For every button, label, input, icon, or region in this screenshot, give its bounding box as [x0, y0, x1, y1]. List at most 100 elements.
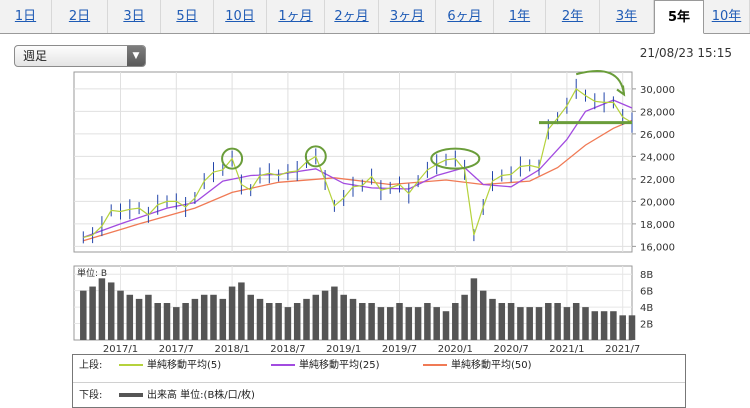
legend-volume: 出来高 単位:(B株/口/枚) — [119, 388, 255, 404]
peak-circle-2 — [430, 147, 481, 170]
legend-ma50-label: 単純移動平均(50) — [451, 360, 532, 371]
tab-5[interactable]: 1ヶ月 — [267, 0, 325, 33]
volume-bar-57 — [610, 311, 617, 340]
volume-bar-29 — [349, 298, 357, 340]
tab-11[interactable]: 3年 — [600, 0, 654, 33]
volume-bar-15 — [219, 298, 227, 340]
volume-bar-46 — [507, 303, 515, 340]
legend-ma5-swatch — [119, 364, 143, 366]
volume-unit-label: 単位: B — [77, 267, 107, 279]
volume-tick-label-1: 4B — [640, 303, 653, 314]
volume-bar-24 — [303, 298, 310, 340]
volume-bar-20 — [266, 303, 273, 340]
legend-ma25-swatch — [271, 364, 295, 366]
volume-bar-16 — [228, 286, 236, 340]
volume-bar-48 — [526, 307, 533, 340]
tab-9[interactable]: 1年 — [494, 0, 546, 33]
volume-bar-51 — [554, 303, 561, 340]
volume-bar-1 — [89, 286, 96, 340]
tab-4[interactable]: 10日 — [214, 0, 267, 33]
volume-bars — [80, 278, 636, 340]
legend-ma50-swatch — [423, 364, 447, 366]
volume-bar-58 — [619, 315, 626, 340]
x-tick-label-1: 2017/7 — [159, 344, 194, 355]
legend-ma5: 単純移動平均(5) — [119, 358, 221, 374]
volume-bar-32 — [377, 307, 385, 340]
tab-7[interactable]: 3ヶ月 — [379, 0, 436, 33]
volume-bar-30 — [359, 303, 366, 340]
volume-bar-53 — [572, 303, 580, 340]
legend-ma50: 単純移動平均(50) — [423, 358, 532, 374]
price-tick-label-1: 18,000 — [640, 220, 675, 231]
tab-10[interactable]: 2年 — [546, 0, 600, 33]
volume-bar-27 — [331, 286, 338, 340]
x-tick-label-4: 2019/1 — [326, 344, 361, 355]
x-tick-label-8: 2021/1 — [549, 344, 584, 355]
tab-2[interactable]: 3日 — [108, 0, 161, 33]
tab-1[interactable]: 2日 — [52, 0, 108, 33]
volume-bar-43 — [479, 290, 487, 340]
volume-bar-44 — [489, 298, 496, 340]
volume-bar-56 — [600, 311, 608, 340]
volume-bar-45 — [498, 303, 506, 340]
tab-6[interactable]: 2ヶ月 — [325, 0, 379, 33]
volume-bar-26 — [321, 290, 329, 340]
legend-upper-row: 上段: 単純移動平均(5) 単純移動平均(25) 単純移動平均(50) — [79, 358, 532, 374]
x-tick-label-9: 2021/7 — [605, 344, 640, 355]
chevron-down-icon: ▼ — [127, 46, 145, 66]
volume-bar-25 — [312, 294, 320, 340]
volume-bar-49 — [535, 307, 543, 340]
legend-ma25-label: 単純移動平均(25) — [299, 360, 380, 371]
volume-bar-47 — [517, 307, 524, 340]
timestamp: 21/08/23 15:15 — [639, 46, 732, 60]
tab-8[interactable]: 6ヶ月 — [436, 0, 494, 33]
tab-3[interactable]: 5日 — [161, 0, 214, 33]
legend-divider — [73, 382, 685, 383]
price-tick-label-4: 24,000 — [640, 152, 675, 163]
legend-lower-label: 下段: — [79, 390, 103, 401]
volume-bar-10 — [173, 307, 180, 340]
x-tick-label-7: 2020/7 — [494, 344, 529, 355]
volume-bar-35 — [405, 307, 413, 340]
x-tick-label-0: 2017/1 — [103, 344, 138, 355]
volume-bar-28 — [340, 294, 347, 340]
ma5-line — [83, 88, 633, 238]
volume-bar-8 — [154, 303, 161, 340]
volume-bar-50 — [545, 303, 552, 340]
tab-12[interactable]: 5年 — [654, 0, 704, 34]
legend-ma25: 単純移動平均(25) — [271, 358, 380, 374]
legend-volume-label: 出来高 単位:(B株/口/枚) — [147, 390, 255, 401]
period-tabs: 1日 2日 3日 5日 10日 1ヶ月 2ヶ月 3ヶ月 6ヶ月 1年 2年 3年 5年 10年 — [0, 0, 750, 34]
volume-bar-22 — [284, 307, 292, 340]
price-tick-label-0: 16,000 — [640, 242, 675, 253]
peak-circle-1 — [304, 145, 327, 168]
x-tick-label-5: 2019/7 — [382, 344, 417, 355]
price-tick-label-2: 20,000 — [640, 197, 675, 208]
price-tick-label-6: 28,000 — [640, 107, 675, 118]
tab-0[interactable]: 1日 — [0, 0, 52, 33]
volume-bar-17 — [238, 282, 245, 340]
legend-volume-swatch — [119, 393, 143, 397]
volume-bar-34 — [396, 303, 403, 340]
volume-bar-33 — [386, 307, 394, 340]
volume-bar-37 — [424, 303, 431, 340]
volume-tick-label-3: 8B — [640, 270, 653, 281]
volume-bar-0 — [80, 290, 87, 340]
volume-bar-11 — [182, 303, 189, 340]
volume-bar-52 — [563, 307, 571, 340]
volume-bar-4 — [117, 290, 124, 340]
volume-bar-42 — [470, 278, 478, 340]
period-select[interactable]: 週足 ▼ — [14, 45, 146, 67]
volume-bar-23 — [293, 303, 301, 340]
volume-bar-5 — [126, 294, 134, 340]
volume-bar-21 — [275, 303, 282, 340]
volume-bar-19 — [256, 298, 264, 340]
trend-arrow-head — [616, 85, 626, 97]
volume-bar-55 — [591, 311, 599, 340]
x-tick-label-2: 2018/1 — [215, 344, 250, 355]
volume-bar-59 — [628, 315, 636, 340]
volume-bar-9 — [163, 303, 171, 340]
volume-bar-3 — [107, 282, 115, 340]
volume-tick-label-2: 6B — [640, 287, 653, 298]
volume-tick-label-0: 2B — [640, 320, 653, 331]
